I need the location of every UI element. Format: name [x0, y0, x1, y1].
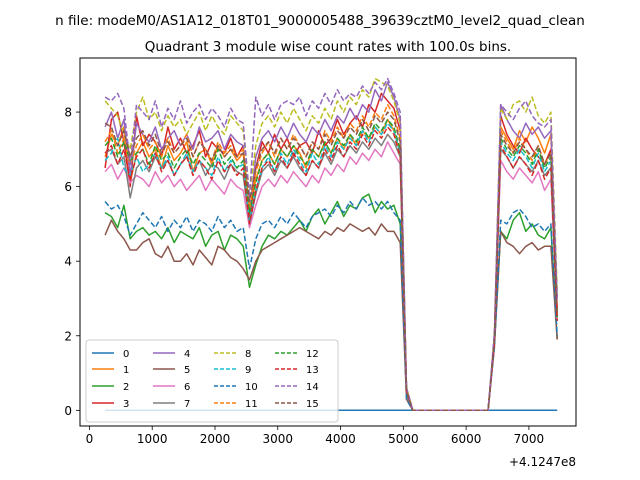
y-tick-label: 8 — [64, 106, 72, 120]
legend-label-12: 12 — [306, 349, 319, 360]
legend-label-7: 7 — [184, 399, 190, 410]
x-tick-label: 2000 — [200, 432, 231, 446]
legend-label-5: 5 — [184, 365, 190, 376]
legend-label-10: 10 — [245, 382, 258, 393]
x-tick-label: 1000 — [137, 432, 168, 446]
x-tick-label: 4000 — [325, 432, 356, 446]
legend-label-11: 11 — [245, 399, 258, 410]
y-tick-label: 6 — [64, 180, 72, 194]
x-tick-label: 0 — [86, 432, 94, 446]
legend-label-4: 4 — [184, 349, 190, 360]
x-axis-offset-label: +4.1247e8 — [509, 455, 576, 469]
y-tick-label: 4 — [64, 255, 72, 269]
legend-box — [85, 339, 339, 423]
legend-label-2: 2 — [123, 382, 129, 393]
y-axis: 0 2 4 6 8 — [64, 106, 80, 418]
series-line-8 — [104, 77, 558, 412]
legend-label-1: 1 — [123, 365, 129, 376]
x-tick-label: 3000 — [262, 432, 293, 446]
legend-label-8: 8 — [245, 349, 251, 360]
legend-label-14: 14 — [306, 382, 319, 393]
legend-label-15: 15 — [306, 399, 319, 410]
legend-label-6: 6 — [184, 382, 190, 393]
y-tick-label: 2 — [64, 329, 72, 343]
y-tick-label: 0 — [64, 404, 72, 418]
series-line-14 — [104, 77, 558, 412]
legend-label-3: 3 — [123, 399, 129, 410]
plot-frame — [79, 57, 577, 427]
series-line-15 — [104, 111, 558, 412]
x-axis: 0 1000 2000 3000 4000 5000 6000 7000 — [86, 426, 545, 446]
legend-label-13: 13 — [306, 365, 319, 376]
series-layer — [104, 77, 558, 412]
chart-title: Quadrant 3 module wise count rates with … — [145, 39, 511, 55]
legend-label-0: 0 — [123, 349, 129, 360]
x-tick-label: 5000 — [388, 432, 419, 446]
figure-suptitle: n file: modeM0/AS1A12_018T01_9000005488_… — [55, 13, 585, 29]
x-tick-label: 7000 — [514, 432, 545, 446]
legend-label-9: 9 — [245, 365, 251, 376]
x-tick-label: 6000 — [451, 432, 482, 446]
